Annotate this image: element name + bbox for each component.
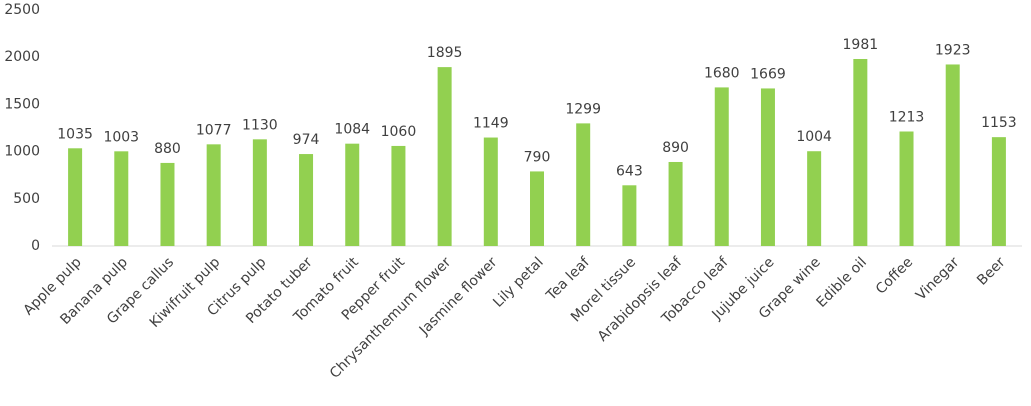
bar [899, 131, 914, 246]
data-label: 1004 [796, 129, 832, 145]
data-label: 1060 [381, 124, 417, 140]
y-tick-label: 1500 [4, 96, 40, 112]
bar [945, 64, 960, 246]
data-label: 1299 [565, 101, 601, 117]
bar [530, 171, 544, 246]
data-label: 1981 [843, 37, 879, 53]
bar [114, 151, 129, 246]
x-tick-label: Edible oil [814, 254, 870, 310]
bar [206, 144, 221, 246]
y-tick-label: 500 [13, 191, 40, 207]
bar [668, 161, 683, 246]
x-tick-label: Vinegar [913, 254, 963, 304]
y-tick-label: 2500 [4, 2, 40, 18]
data-label: 1035 [57, 126, 93, 142]
bar [437, 67, 452, 246]
x-tick-label: Lily petal [490, 254, 546, 310]
bar [345, 143, 360, 246]
data-label: 1895 [427, 45, 463, 61]
y-tick-label: 2000 [4, 49, 40, 65]
data-label: 1669 [750, 66, 786, 82]
bar [991, 137, 1006, 246]
data-label: 880 [154, 141, 181, 157]
data-label: 1923 [935, 42, 971, 58]
y-tick-label: 0 [31, 238, 40, 254]
bar [714, 87, 729, 247]
x-tick-label: Jasmine flower [416, 254, 501, 339]
data-label: 643 [616, 163, 643, 179]
bar [68, 148, 83, 246]
data-label: 974 [293, 132, 320, 148]
bar [853, 58, 868, 247]
x-tick-label: Beer [974, 254, 1009, 289]
data-label: 1084 [334, 122, 370, 138]
x-tick-label: Coffee [873, 254, 916, 297]
bar [299, 154, 314, 246]
bar [622, 185, 637, 246]
data-label: 1130 [242, 117, 278, 133]
bar [252, 139, 267, 246]
data-label: 1149 [473, 116, 509, 132]
data-label: 1680 [704, 65, 740, 81]
bar [483, 137, 498, 246]
data-label: 790 [524, 149, 551, 165]
data-label: 1153 [981, 115, 1017, 131]
bar [391, 145, 406, 246]
data-label: 890 [662, 140, 689, 156]
data-label: 1213 [889, 109, 925, 125]
bar [576, 123, 591, 246]
bar [160, 162, 175, 246]
x-tick-label: Arabidopsis leaf [595, 254, 686, 345]
bar [807, 151, 822, 246]
data-label: 1077 [196, 122, 232, 138]
bar [760, 88, 775, 246]
data-label: 1003 [103, 129, 139, 145]
y-tick-label: 1000 [4, 144, 40, 160]
